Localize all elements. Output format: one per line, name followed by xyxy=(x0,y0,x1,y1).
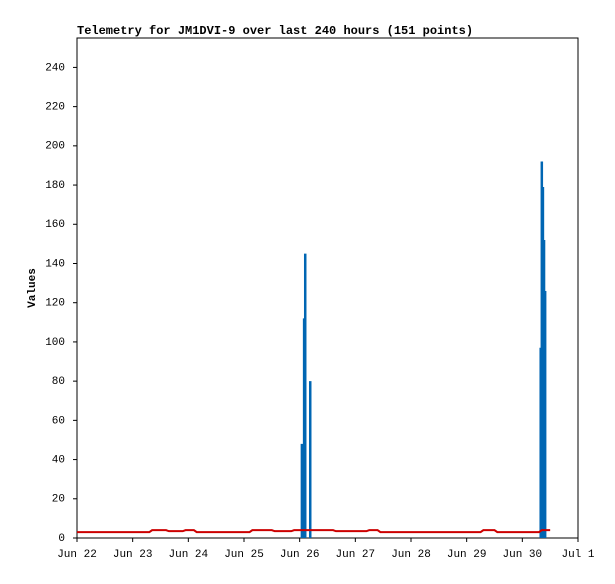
x-tick-label: Jul 1 xyxy=(561,549,594,561)
y-axis-label: Values xyxy=(27,268,39,308)
x-tick-label: Jun 22 xyxy=(57,549,97,561)
x-tick-label: Jun 23 xyxy=(113,549,153,561)
x-tick-label: Jun 24 xyxy=(169,549,209,561)
y-tick-label: 140 xyxy=(45,258,65,270)
y-tick-label: 100 xyxy=(45,337,65,349)
y-tick-label: 240 xyxy=(45,62,65,74)
x-tick-label: Jun 30 xyxy=(503,549,543,561)
x-tick-label: Jun 26 xyxy=(280,549,320,561)
y-tick-label: 40 xyxy=(52,454,65,466)
x-tick-label: Jun 25 xyxy=(224,549,264,561)
x-tick-label: Jun 27 xyxy=(336,549,376,561)
y-tick-label: 20 xyxy=(52,494,65,506)
y-tick-label: 200 xyxy=(45,141,65,153)
y-tick-label: 180 xyxy=(45,180,65,192)
y-tick-label: 220 xyxy=(45,102,65,114)
x-tick-label: Jun 29 xyxy=(447,549,487,561)
y-tick-label: 60 xyxy=(52,415,65,427)
plot-frame xyxy=(76,37,579,539)
y-tick-label: 160 xyxy=(45,219,65,231)
y-tick-label: 120 xyxy=(45,298,65,310)
y-tick-label: 80 xyxy=(52,376,65,388)
x-tick-label: Jun 28 xyxy=(391,549,431,561)
y-tick-label: 0 xyxy=(58,533,65,545)
chart-title: Telemetry for JM1DVI-9 over last 240 hou… xyxy=(77,24,473,38)
series-line xyxy=(77,529,551,534)
